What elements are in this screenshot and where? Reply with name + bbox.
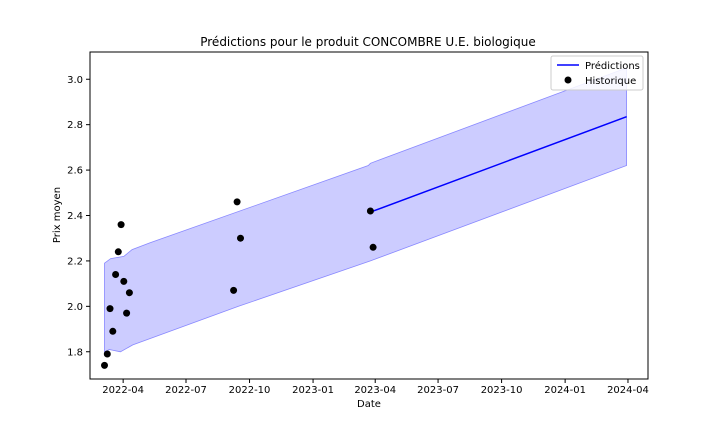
x-tick-label: 2024-01 — [544, 385, 586, 396]
y-tick-label: 2.2 — [67, 256, 83, 267]
legend-label-historique: Historique — [585, 76, 636, 87]
historique-point — [366, 207, 374, 215]
y-tick-label: 2.4 — [67, 211, 83, 222]
x-tick-label: 2023-04 — [354, 385, 396, 396]
historique-point — [114, 248, 122, 256]
x-tick-label: 2022-07 — [165, 385, 207, 396]
historique-point — [230, 286, 238, 294]
x-tick-label: 2023-01 — [292, 385, 334, 396]
historique-point — [103, 350, 111, 358]
x-tick-label: 2023-07 — [417, 385, 459, 396]
y-axis: 1.8 2.0 2.2 2.4 2.6 2.8 3.0 — [67, 75, 90, 358]
confidence-band — [104, 67, 627, 353]
confidence-band-area — [104, 67, 627, 353]
historique-point — [125, 289, 133, 297]
historique-point — [109, 327, 117, 335]
legend-label-predictions: Prédictions — [585, 60, 640, 72]
x-tick-label: 2024-04 — [607, 385, 649, 396]
x-axis-label: Date — [357, 399, 381, 410]
historique-point — [123, 309, 131, 317]
y-tick-label: 2.8 — [67, 120, 83, 131]
chart-title: Prédictions pour le produit CONCOMBRE U.… — [200, 35, 536, 49]
y-tick-label: 2.6 — [67, 166, 83, 177]
y-tick-label: 3.0 — [67, 75, 83, 86]
historique-point — [369, 243, 377, 251]
historique-point — [106, 305, 114, 313]
x-axis: 2022-04 2022-07 2022-10 2023-01 2023-04 2023-… — [102, 379, 649, 396]
historique-point — [117, 221, 125, 229]
x-tick-label: 2023-10 — [481, 385, 523, 396]
prediction-series — [370, 115, 627, 213]
legend-dot-swatch — [564, 76, 572, 84]
historique-point — [112, 271, 120, 278]
x-tick-label: 2022-10 — [229, 385, 271, 396]
legend: Prédictions Historique — [550, 55, 644, 91]
x-tick-label: 2022-04 — [102, 385, 144, 396]
historique-point — [237, 234, 244, 242]
y-tick-label: 2.0 — [67, 302, 83, 313]
historique-series — [101, 198, 377, 369]
historique-point — [233, 198, 241, 206]
prediction-line — [370, 115, 627, 213]
historique-point — [120, 277, 128, 285]
y-axis-label: Prix moyen — [52, 187, 63, 243]
y-tick-label: 1.8 — [67, 347, 83, 358]
historique-point — [101, 361, 108, 369]
